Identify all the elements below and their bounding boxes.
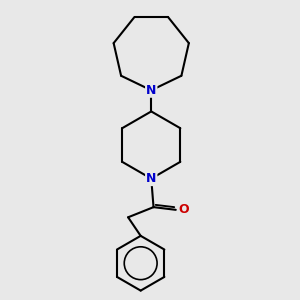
Text: N: N [146,172,156,185]
Text: O: O [178,203,189,216]
Text: N: N [146,84,156,97]
